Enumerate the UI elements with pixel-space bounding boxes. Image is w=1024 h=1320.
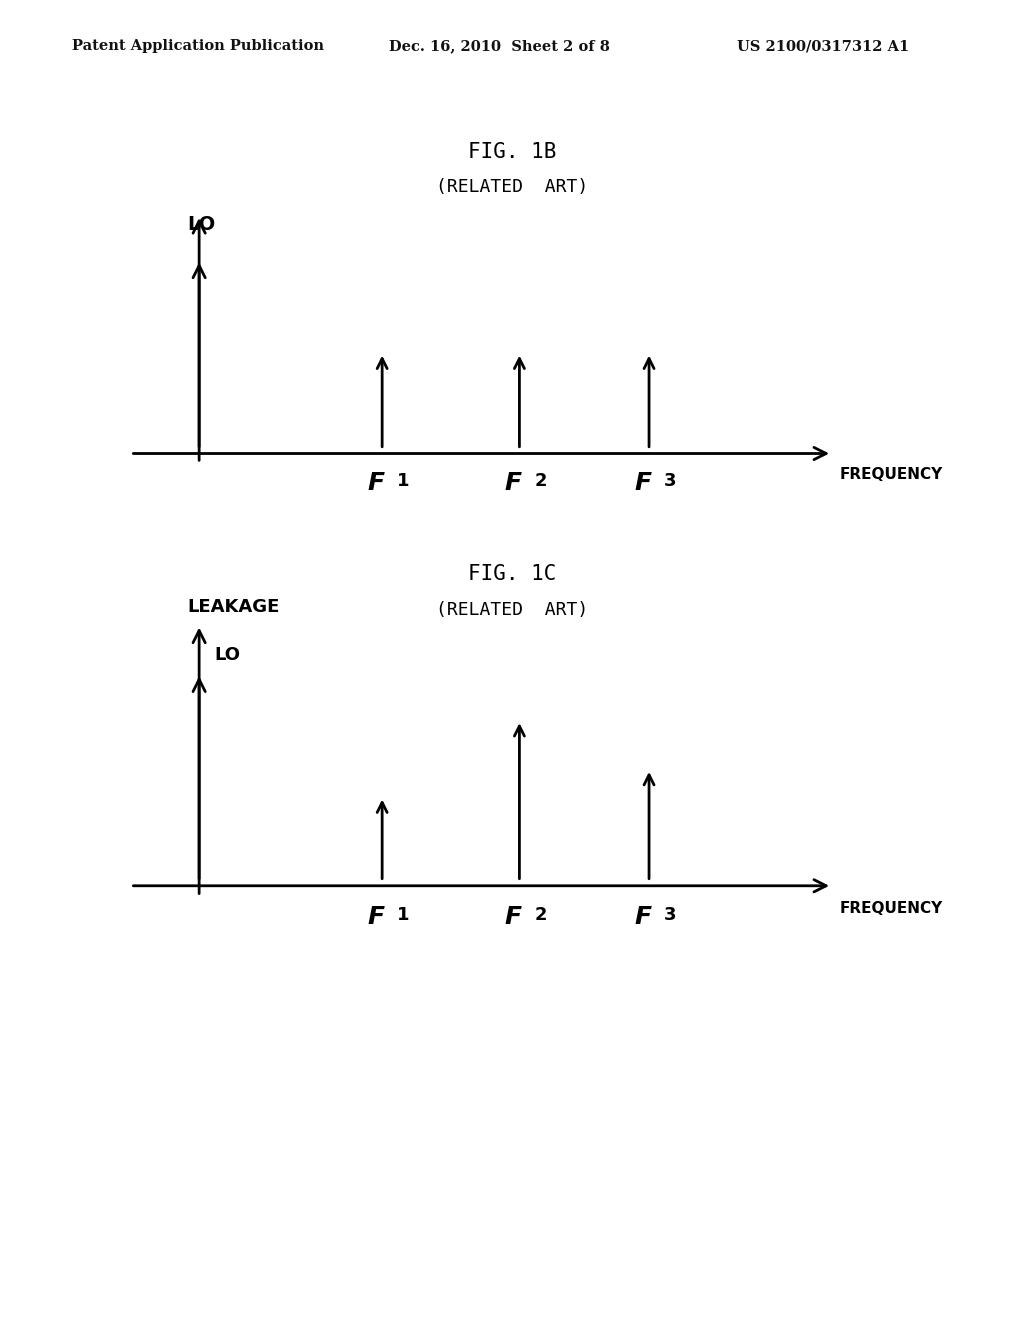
Text: FIG. 1C: FIG. 1C	[468, 564, 556, 585]
Text: F: F	[505, 471, 522, 495]
Text: F: F	[505, 906, 522, 929]
Text: LEAKAGE: LEAKAGE	[187, 598, 280, 616]
Text: F: F	[635, 906, 651, 929]
Text: Patent Application Publication: Patent Application Publication	[72, 40, 324, 53]
Text: 3: 3	[665, 473, 677, 490]
Text: US 2100/0317312 A1: US 2100/0317312 A1	[737, 40, 909, 53]
Text: LO: LO	[187, 215, 215, 234]
Text: FREQUENCY: FREQUENCY	[840, 900, 943, 916]
Text: 2: 2	[535, 473, 547, 490]
Text: Dec. 16, 2010  Sheet 2 of 8: Dec. 16, 2010 Sheet 2 of 8	[389, 40, 610, 53]
Text: F: F	[368, 906, 385, 929]
Text: 2: 2	[535, 906, 547, 924]
Text: (RELATED  ART): (RELATED ART)	[436, 178, 588, 197]
Text: FIG. 1B: FIG. 1B	[468, 141, 556, 162]
Text: 1: 1	[397, 906, 410, 924]
Text: 3: 3	[665, 906, 677, 924]
Text: F: F	[635, 471, 651, 495]
Text: (RELATED  ART): (RELATED ART)	[436, 601, 588, 619]
Text: F: F	[368, 471, 385, 495]
Text: LO: LO	[214, 645, 241, 664]
Text: 1: 1	[397, 473, 410, 490]
Text: FREQUENCY: FREQUENCY	[840, 467, 943, 482]
